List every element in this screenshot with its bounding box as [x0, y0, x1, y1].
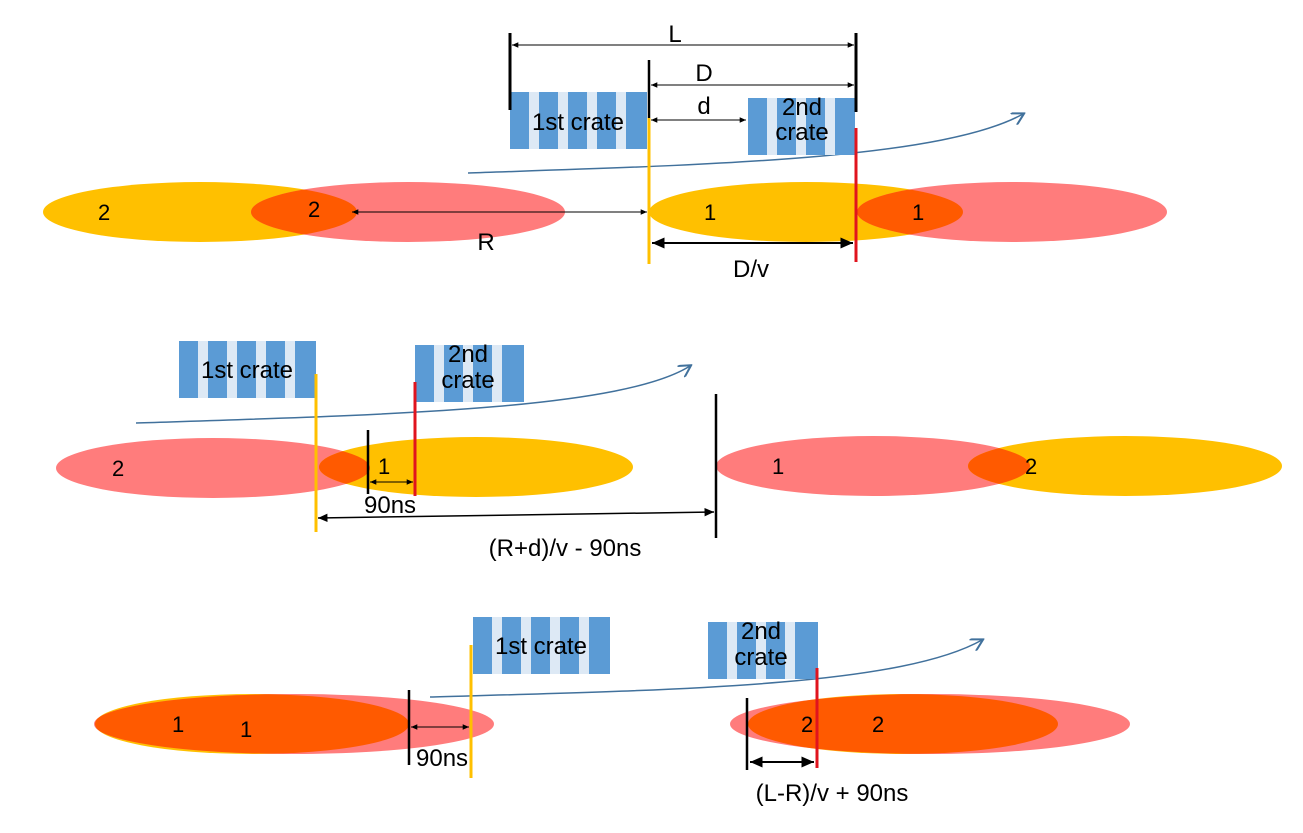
crate-1: 1st crate: [473, 617, 610, 674]
crate-label: 2nd: [448, 341, 488, 368]
crate-1: 1st crate: [179, 341, 316, 398]
dim-label-formula: (R+d)/v - 90ns: [489, 535, 642, 562]
crate-2: 2nd crate: [415, 341, 524, 402]
crate-label: 1st crate: [495, 633, 587, 660]
dim-label-90ns: 90ns: [364, 492, 416, 519]
bunch-left-overlap: [251, 182, 357, 242]
dim-label-90ns: 90ns: [416, 745, 468, 772]
dim-arrow-formula: [317, 507, 715, 523]
crate-1: 1st crate: [510, 92, 647, 149]
bunch-number: 1: [704, 200, 716, 225]
bunch-number: 2: [112, 456, 124, 481]
bunch-right-pink: [716, 436, 1030, 496]
dim-label-Dv: D/v: [733, 256, 769, 283]
crate-label: crate: [441, 367, 494, 394]
bunch-number: 1: [240, 717, 252, 742]
dim-label-D: D: [695, 60, 712, 87]
dim-label-formula: (L-R)/v + 90ns: [756, 780, 909, 807]
crate-2: 2nd crate: [708, 618, 818, 679]
panel-2: 2 1 1 2 1st crate 2nd crate 90ns: [56, 341, 1282, 562]
crate-label: 1st crate: [201, 357, 293, 384]
bunch-right-orange: [968, 436, 1282, 496]
crate-label: crate: [734, 644, 787, 671]
crate-label: 1st crate: [532, 109, 624, 136]
bunch-number: 2: [801, 712, 813, 737]
dim-label-L: L: [668, 21, 681, 48]
bunch-number: 1: [378, 454, 390, 479]
panel-1: 2 2 1 1 1st crate 2nd crate: [43, 21, 1167, 283]
panel-3: 1 1 2 2 1st crate 2nd crate 90ns: [94, 617, 1130, 807]
bunch-right-overlap: [857, 182, 963, 242]
bunch-number: 1: [912, 200, 924, 225]
bunch-number: 2: [308, 197, 320, 222]
bunch-right-overlap: [748, 694, 1058, 754]
bunch-number: 2: [98, 200, 110, 225]
bunch-number: 2: [1025, 454, 1037, 479]
crate-2: 2nd crate: [748, 94, 855, 155]
crate-label: crate: [775, 119, 828, 146]
trajectory-arrow: [429, 640, 982, 698]
crate-label: 2nd: [741, 618, 781, 645]
trajectory-arrow: [135, 366, 690, 424]
bunch-number: 2: [872, 712, 884, 737]
bunch-number: 1: [172, 712, 184, 737]
bunch-left-pink: [56, 438, 370, 498]
dim-label-d: d: [697, 93, 710, 120]
bunch-left-overlap: [95, 694, 409, 754]
dim-label-R: R: [477, 229, 494, 256]
trajectory-arrow: [467, 114, 1023, 174]
crate-label: 2nd: [782, 94, 822, 121]
bunch-number: 1: [772, 454, 784, 479]
